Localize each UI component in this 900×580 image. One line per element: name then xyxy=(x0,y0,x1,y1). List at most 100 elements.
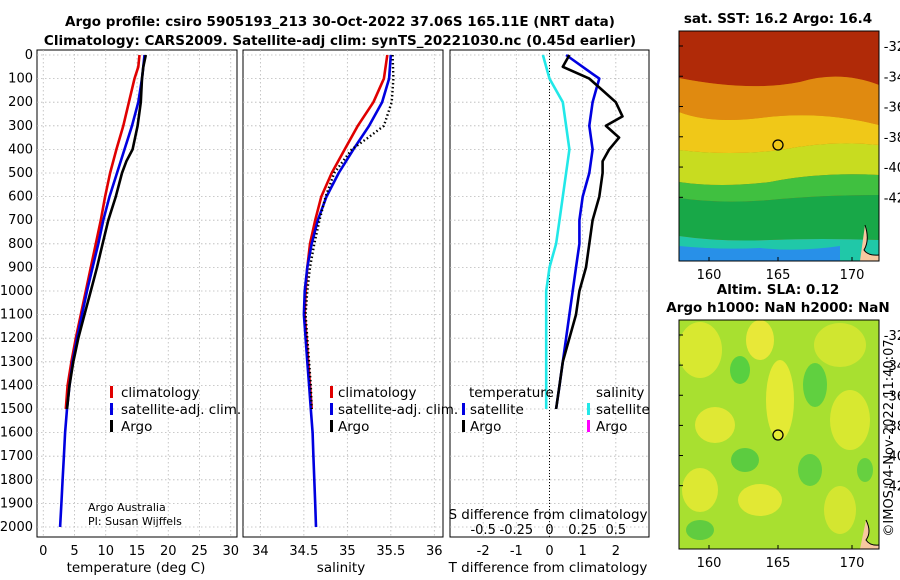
s-diff-tick-label: -0.25 xyxy=(500,523,534,538)
x-tick-label: 5 xyxy=(70,544,78,559)
x-tick-label: 35.5 xyxy=(376,544,405,559)
argo-australia-credit: Argo Australia xyxy=(88,501,166,514)
map-lon-label: 160 xyxy=(697,268,722,283)
depth-tick-label: 0 xyxy=(25,48,33,63)
x-tick-label: 30 xyxy=(222,544,239,559)
salinity-legend: climatology satellite-adj. clim. Argo xyxy=(330,385,458,435)
temperature-legend: climatology satellite-adj. clim. Argo xyxy=(110,385,241,435)
series-satellite-adj-clim--line xyxy=(58,54,146,528)
map-lat-label: -42 xyxy=(884,191,900,206)
depth-tick-label: 500 xyxy=(8,166,33,181)
x-tick-label: -2 xyxy=(477,544,490,559)
x-tick-label: 10 xyxy=(97,544,114,559)
series-satellite-adj-clim--line xyxy=(302,54,393,528)
map-lat-label: -40 xyxy=(884,161,900,176)
depth-tick-label: 900 xyxy=(8,260,33,275)
legend-black-swatch xyxy=(330,420,333,432)
sla-argo-location-marker xyxy=(772,429,784,441)
map-lon-label: 170 xyxy=(840,556,865,571)
legend-black-swatch xyxy=(110,420,113,432)
depth-tick-label: 1100 xyxy=(0,308,33,323)
title-line-2: Climatology: CARS2009. Satellite-adj cli… xyxy=(44,33,636,49)
sla-map-axes: -32 -34 -36 -38 -40 -42 160 165 170 xyxy=(679,329,900,571)
map-lon-label: 170 xyxy=(840,268,865,283)
title-line-1: Argo profile: csiro 5905193_213 30-Oct-2… xyxy=(65,14,615,30)
depth-tick-label: 1000 xyxy=(0,284,33,299)
t-difference-xlabel: T difference from climatology xyxy=(448,560,648,576)
temperature-xlabel: temperature (deg C) xyxy=(67,560,206,576)
x-tick-label: 1 xyxy=(579,544,587,559)
x-tick-label: 25 xyxy=(191,544,208,559)
map-lat-label: -38 xyxy=(884,131,900,146)
series-t-satellite-line xyxy=(554,53,601,410)
depth-tick-label: 600 xyxy=(8,190,33,205)
legend-blue-swatch xyxy=(110,403,113,415)
map-lat-label: -34 xyxy=(884,359,900,374)
map-lat-label: -32 xyxy=(884,329,900,344)
map-lat-label: -40 xyxy=(884,450,900,465)
legend-satellite-text: satellite-adj. clim. xyxy=(338,402,458,418)
series-t-argo-line xyxy=(554,54,624,410)
x-tick-label: 36 xyxy=(426,544,443,559)
sst-map-frame xyxy=(678,30,880,262)
legend-magenta-swatch xyxy=(587,420,590,432)
map-lat-label: -34 xyxy=(884,70,900,85)
s-diff-tick-label: 0 xyxy=(545,523,553,538)
legend-black-swatch xyxy=(462,420,465,432)
map-lon-label: 160 xyxy=(697,556,722,571)
sla-map-frame xyxy=(678,319,880,550)
legend-temperature-title: temperature xyxy=(469,385,554,401)
depth-tick-label: 200 xyxy=(8,95,33,110)
legend-blue-swatch xyxy=(462,403,465,415)
legend-cyan-swatch xyxy=(587,403,590,415)
salinity-xlabel: salinity xyxy=(317,560,365,576)
depth-tick-label: 1900 xyxy=(0,496,33,511)
legend-argo-text: Argo xyxy=(338,419,369,435)
map-lat-label: -36 xyxy=(884,389,900,404)
map-lat-label: -42 xyxy=(884,480,900,495)
depth-tick-label: 100 xyxy=(8,72,33,87)
x-tick-label: 35 xyxy=(339,544,356,559)
depth-tick-label: 1700 xyxy=(0,449,33,464)
s-difference-xlabel: S difference from climatology xyxy=(448,507,647,523)
sst-map-title: sat. SST: 16.2 Argo: 16.4 xyxy=(684,11,872,27)
sst-argo-location-marker xyxy=(772,139,784,151)
salinity-panel xyxy=(242,49,444,538)
map-lon-label: 165 xyxy=(766,268,791,283)
legend-s-argo-text: Argo xyxy=(596,419,627,435)
depth-tick-label: 1200 xyxy=(0,331,33,346)
series-argo-line xyxy=(65,54,148,410)
x-tick-label: 2 xyxy=(612,544,620,559)
legend-blue-swatch xyxy=(330,403,333,415)
x-tick-label: 15 xyxy=(129,544,146,559)
depth-tick-label: 700 xyxy=(8,213,33,228)
legend-climatology-text: climatology xyxy=(338,385,416,401)
s-diff-tick-label: -0.5 xyxy=(470,523,495,538)
s-diff-tick-label: 0.5 xyxy=(605,523,626,538)
x-tick-label: 0 xyxy=(545,544,553,559)
legend-argo-text: Argo xyxy=(121,419,152,435)
sla-map xyxy=(679,320,879,549)
x-tick-label: 34 xyxy=(252,544,269,559)
map-lat-label: -38 xyxy=(884,419,900,434)
x-tick-label: 0 xyxy=(39,544,47,559)
imos-timestamp-label: ©IMOS 04-Nov-2022 11:40:07 xyxy=(882,339,897,536)
s-diff-tick-label: 0.25 xyxy=(568,523,597,538)
sst-map-axes: -32 -34 -36 -38 -40 -42 160 165 170 xyxy=(679,40,900,283)
depth-tick-label: 300 xyxy=(8,119,33,134)
sst-map xyxy=(679,31,879,261)
legend-s-satellite-text: satellite xyxy=(596,402,650,418)
legend-t-argo-text: Argo xyxy=(470,419,501,435)
pi-credit: PI: Susan Wijffels xyxy=(88,515,182,528)
map-lat-label: -36 xyxy=(884,101,900,116)
legend-t-satellite-text: satellite xyxy=(470,402,524,418)
depth-tick-label: 1300 xyxy=(0,355,33,370)
sla-map-title-2: Argo h1000: NaN h2000: NaN xyxy=(666,300,889,316)
depth-tick-label: 1600 xyxy=(0,426,33,441)
depth-tick-label: 1800 xyxy=(0,473,33,488)
sla-map-title-1: Altim. SLA: 0.12 xyxy=(717,282,839,298)
legend-red-swatch xyxy=(330,386,333,398)
difference-panel xyxy=(449,49,650,538)
x-tick-label: 34.5 xyxy=(289,544,318,559)
